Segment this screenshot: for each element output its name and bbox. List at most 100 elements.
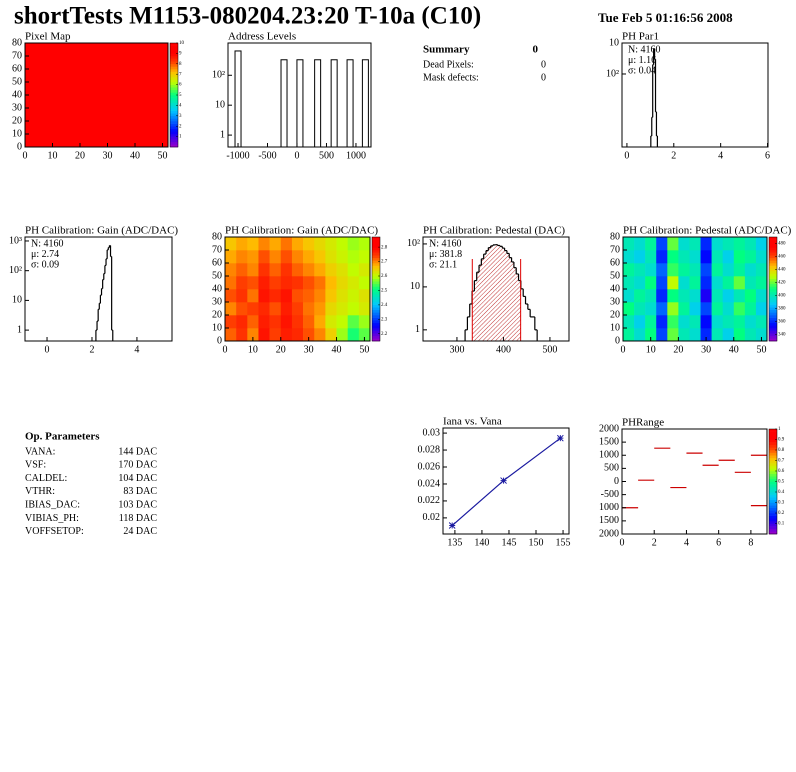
- x-tick-label: 40: [332, 344, 342, 355]
- heat-cell: [236, 237, 248, 251]
- heat-cell: [347, 276, 360, 290]
- y-tick-label: 1000: [599, 450, 619, 461]
- colorbar-slice: [170, 71, 178, 75]
- heat-cell: [678, 276, 690, 290]
- colorbar-slice: [769, 489, 777, 493]
- heat-cell: [347, 315, 360, 329]
- colorbar-slice: [170, 134, 178, 137]
- x-tick-label: 2: [671, 150, 676, 161]
- heat-cell: [291, 237, 304, 251]
- heat-cell: [325, 263, 337, 277]
- heat-cell: [645, 276, 657, 290]
- colorbar-slice: [769, 322, 777, 326]
- panel-title: PH Calibration: Gain (ADC/DAC): [25, 225, 178, 237]
- summary-title: Summary: [423, 44, 470, 56]
- heat-cell: [700, 237, 712, 251]
- colorbar-slice: [372, 252, 380, 256]
- y-tick-label: 10: [609, 37, 619, 48]
- x-tick-label: 1000: [346, 150, 366, 161]
- colorbar-slice: [769, 302, 777, 305]
- colorbar-slice: [769, 276, 777, 279]
- heat-cell: [689, 276, 701, 290]
- x-tick-label: 145: [501, 537, 516, 548]
- heat-cell: [678, 250, 690, 264]
- colorbar-slice: [372, 338, 380, 342]
- op-value: 144 DAC: [118, 446, 157, 457]
- colorbar-slice: [372, 263, 380, 266]
- colorbar-slice: [372, 276, 380, 279]
- colorbar-slice: [769, 296, 777, 300]
- colorbar-slice: [769, 447, 777, 451]
- colorbar-slice: [769, 304, 777, 308]
- heat-cell: [269, 276, 282, 290]
- heat-cell: [247, 315, 259, 329]
- colorbar-slice: [372, 296, 380, 300]
- y-tick-label: 0: [614, 476, 619, 487]
- heat-cell: [303, 250, 315, 264]
- y-tick-label: 10²: [9, 265, 22, 276]
- colorbar-slice: [769, 523, 777, 527]
- heat-cell: [25, 43, 169, 148]
- y-tick-label: 2000: [599, 423, 619, 434]
- colorbar-slice: [372, 317, 380, 321]
- x-tick-label: 50: [158, 150, 168, 161]
- op-value: 83 DAC: [123, 486, 157, 497]
- heat-cell: [358, 315, 371, 329]
- heat-cell: [303, 237, 315, 251]
- op-value: 103 DAC: [118, 499, 157, 510]
- heat-cell: [314, 302, 326, 316]
- colorbar-slice: [372, 283, 380, 287]
- heat-cell: [689, 315, 701, 329]
- x-tick-label: 20: [276, 344, 286, 355]
- colorbar-slice: [170, 89, 178, 93]
- stats-text: σ: 21.1: [429, 259, 457, 270]
- colorbar-slice: [372, 294, 380, 298]
- heat-cell: [689, 250, 701, 264]
- heat-cell: [744, 237, 757, 251]
- y-tick-label: 20: [212, 309, 222, 320]
- heat-cell: [325, 289, 337, 303]
- heat-cell: [303, 302, 315, 316]
- heat-cell: [236, 250, 248, 264]
- colorbar-slice: [170, 105, 178, 109]
- marker: [448, 522, 456, 529]
- heat-cell: [711, 315, 723, 329]
- heat-cell: [689, 328, 701, 342]
- colorbar-slice: [170, 123, 178, 127]
- colorbar-slice: [769, 505, 777, 509]
- colorbar-slice: [170, 144, 178, 148]
- colorbar-slice: [372, 239, 380, 243]
- hatch-fill: [474, 280, 477, 341]
- colorbar-slice: [170, 110, 178, 114]
- stats-text: N: 4160: [429, 238, 462, 249]
- heat-cell: [258, 263, 270, 277]
- y-tick-label: 1500: [599, 515, 619, 526]
- heat-cell: [711, 276, 723, 290]
- heat-cell: [291, 302, 304, 316]
- y-tick-label: 70: [610, 244, 620, 255]
- op-value: 118 DAC: [119, 513, 158, 524]
- marker: [500, 477, 507, 484]
- x-tick-label: 500: [319, 150, 334, 161]
- heat-cell: [733, 263, 746, 277]
- colorbar-slice: [769, 265, 777, 269]
- colorbar-label: 1: [179, 135, 182, 140]
- heat-cell: [280, 263, 293, 277]
- colorbar-slice: [769, 478, 777, 482]
- colorbar-slice: [170, 56, 178, 59]
- panel-title: Address Levels: [228, 31, 296, 43]
- heat-cell: [678, 237, 690, 251]
- colorbar-slice: [170, 50, 178, 54]
- y-tick-label: 50: [12, 76, 22, 87]
- heat-cell: [755, 237, 768, 251]
- colorbar-slice: [372, 281, 380, 285]
- y-tick-label: 30: [212, 296, 222, 307]
- colorbar-label: 0.8: [778, 448, 785, 453]
- colorbar-slice: [372, 299, 380, 303]
- heat-cell: [358, 276, 371, 290]
- heat-cell: [269, 302, 282, 316]
- colorbar-slice: [769, 239, 777, 243]
- heat-cell: [634, 250, 646, 264]
- heat-cell: [645, 315, 657, 329]
- heat-cell: [700, 250, 712, 264]
